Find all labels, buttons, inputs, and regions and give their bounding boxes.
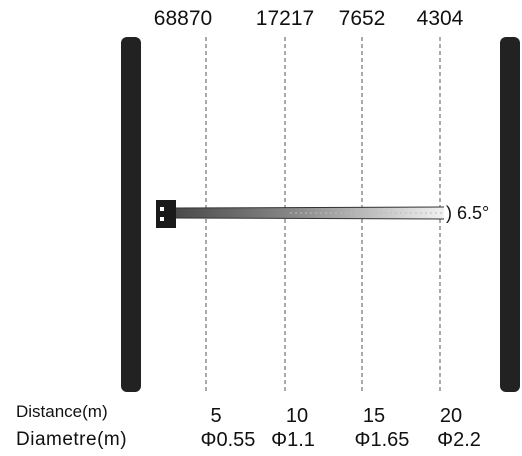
- light-source-icon: [156, 200, 176, 228]
- beam-angle-label: ) 6.5°: [446, 203, 489, 223]
- diameter-value-3: Φ1.65: [355, 429, 410, 451]
- beam: [175, 206, 445, 220]
- distance-value-2: 10: [286, 405, 308, 427]
- top-value-4: 4304: [417, 7, 464, 30]
- distance-value-3: 15: [363, 405, 385, 427]
- top-value-3: 7652: [339, 7, 386, 30]
- right-frame-bar: [500, 37, 520, 392]
- diameter-row-label: Diametre(m): [16, 429, 127, 450]
- diameter-value-2: Φ1.1: [271, 429, 315, 451]
- left-frame-bar: [121, 37, 141, 392]
- distance-value-4: 20: [440, 405, 462, 427]
- distance-value-1: 5: [210, 405, 221, 427]
- diameter-value-1: Φ0.55: [201, 429, 256, 451]
- distance-row-label: Distance(m): [16, 402, 108, 421]
- top-value-2: 17217: [256, 7, 314, 30]
- top-value-1: 68870: [154, 7, 212, 30]
- diameter-value-4: Φ2.2: [437, 429, 481, 451]
